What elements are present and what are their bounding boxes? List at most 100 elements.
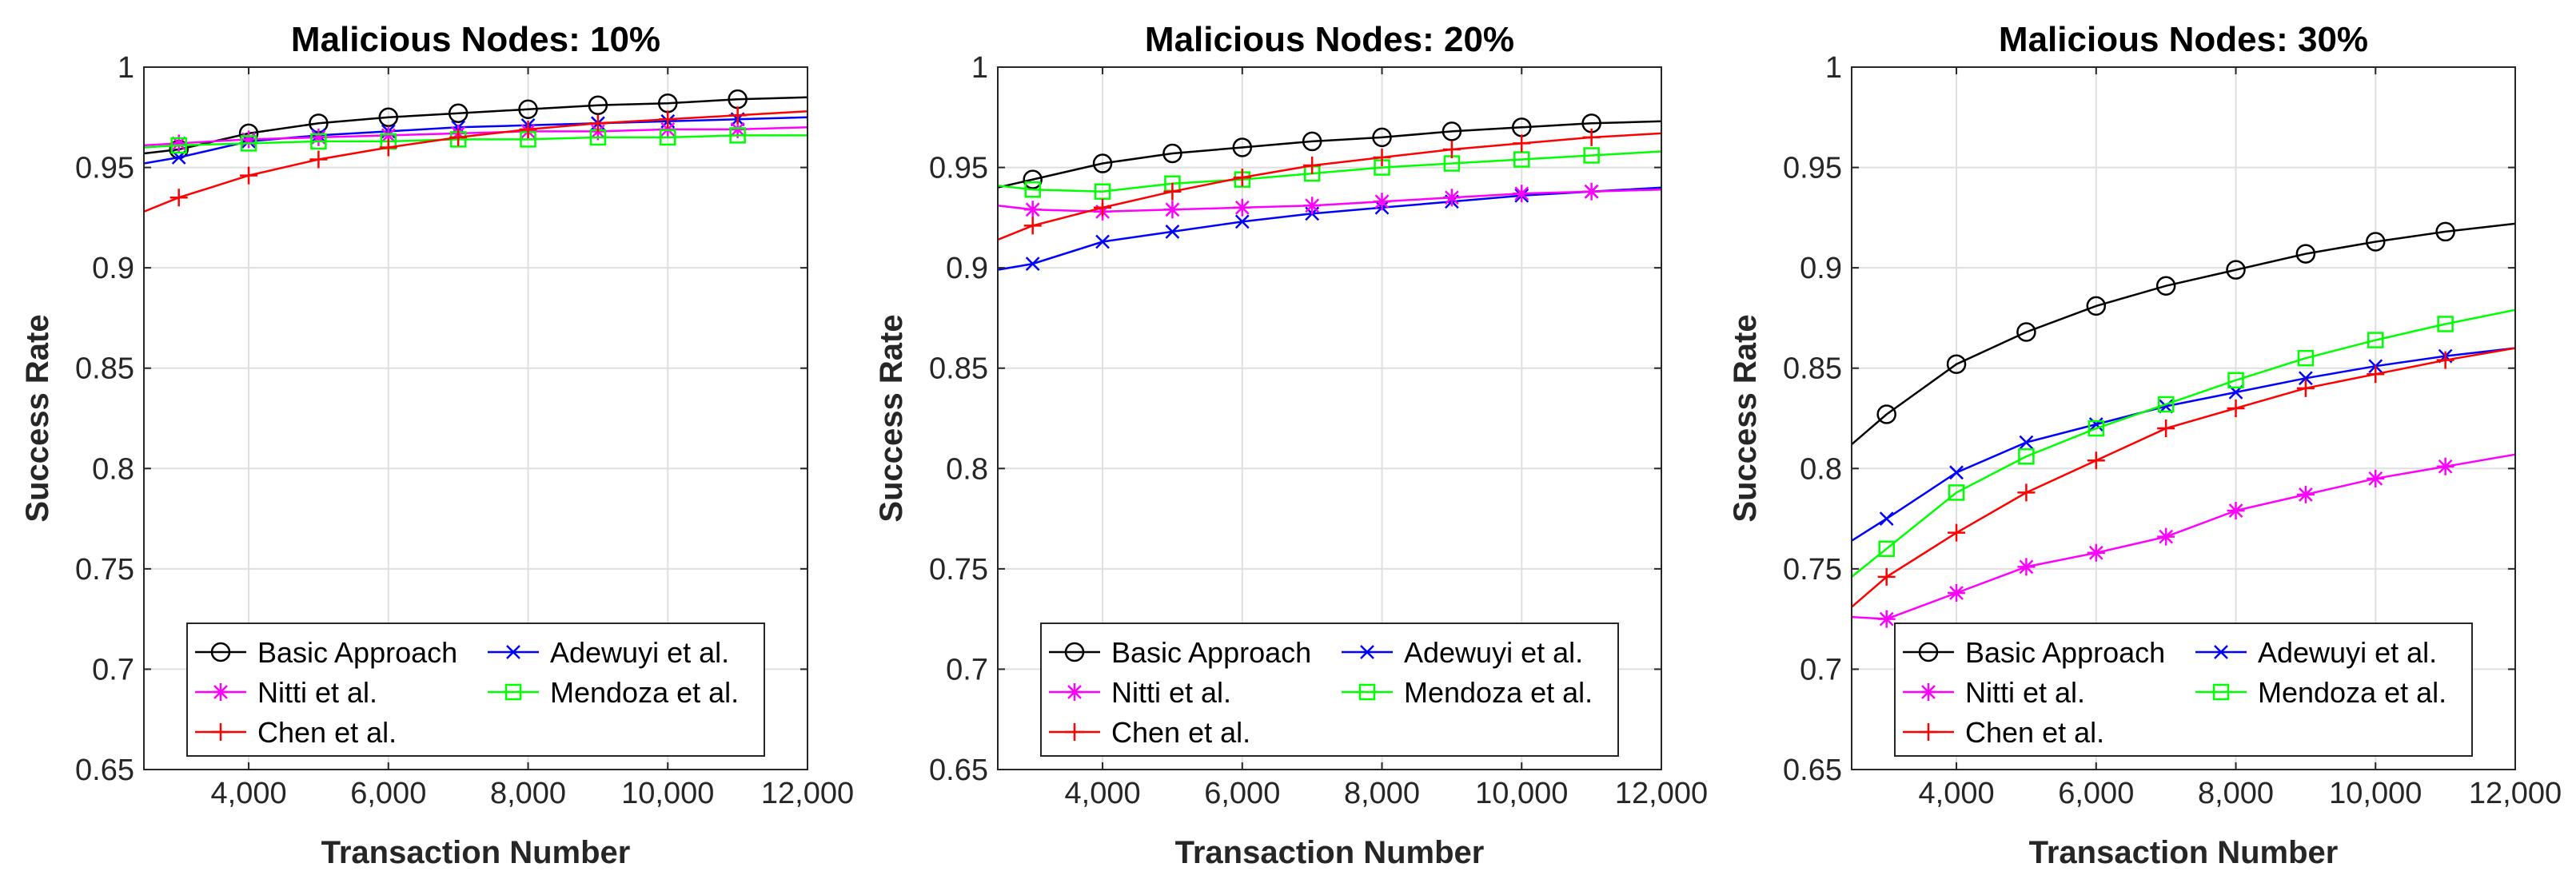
data-point-marker xyxy=(659,110,677,129)
data-point-marker xyxy=(378,107,399,128)
data-point-marker xyxy=(1025,257,1040,272)
data-point-marker xyxy=(1163,182,1182,201)
series-line xyxy=(144,96,807,155)
y-axis-label: Success Rate xyxy=(20,314,55,522)
data-point-marker xyxy=(2018,448,2035,465)
data-point-marker xyxy=(1232,137,1253,157)
data-point-marker xyxy=(2367,365,2385,384)
chart-panel: 0.65 0.7 0.75 0.8 0.85 0.9 0.95 1 4,000 6,000 8,00… xyxy=(1728,20,2562,870)
data-point-marker xyxy=(2155,276,2176,296)
data-point-marker xyxy=(169,134,188,153)
x-tick-label: 4,000 xyxy=(1919,777,1995,810)
data-point-marker xyxy=(2088,417,2103,432)
data-point-marker xyxy=(588,114,607,133)
data-point-marker xyxy=(309,128,328,146)
data-point-marker xyxy=(2436,351,2454,369)
data-point-marker xyxy=(2295,244,2316,264)
legend-label: Chen et al. xyxy=(257,716,397,749)
data-point-marker xyxy=(379,138,397,157)
y-tick-label: 0.65 xyxy=(929,754,988,787)
data-point-marker xyxy=(2366,232,2386,252)
chart-title: Malicious Nodes: 20% xyxy=(1145,20,1514,59)
data-point-marker xyxy=(1373,193,1391,211)
data-point-marker xyxy=(1877,610,1896,628)
data-point-marker xyxy=(2435,221,2455,242)
legend: Basic Approach Adewuyi et al. Nitti et al.… xyxy=(1894,623,2473,757)
legend-label: Basic Approach xyxy=(1111,636,1311,669)
data-point-marker xyxy=(1095,234,1110,249)
data-point-marker xyxy=(2086,296,2107,316)
data-point-marker xyxy=(1879,511,1894,526)
data-point-marker xyxy=(1513,185,1531,203)
data-point-marker xyxy=(1442,140,1461,158)
data-point-marker xyxy=(2296,379,2315,397)
data-point-marker xyxy=(2297,349,2315,367)
data-point-marker xyxy=(169,189,188,207)
data-point-marker xyxy=(1303,197,1322,215)
data-point-marker xyxy=(2226,260,2246,280)
data-point-marker xyxy=(1302,131,1322,152)
legend-label: Basic Approach xyxy=(1965,636,2165,669)
legend-marker xyxy=(210,642,231,662)
y-tick-label: 0.95 xyxy=(929,152,988,185)
legend-marker xyxy=(504,683,522,701)
data-point-marker xyxy=(2017,558,2036,576)
legend-label: Adewuyi et al. xyxy=(1404,636,1583,669)
data-point-marker xyxy=(2157,396,2175,413)
legend-label: Adewuyi et al. xyxy=(2258,636,2437,669)
data-point-marker xyxy=(1023,169,1043,189)
data-point-marker xyxy=(2157,527,2175,546)
legend-label: Nitti et al. xyxy=(1965,676,2085,709)
data-point-marker xyxy=(2019,435,2034,450)
x-tick-label: 4,000 xyxy=(211,777,287,810)
data-point-marker xyxy=(2296,485,2315,503)
axes-frame xyxy=(143,66,808,770)
legend-box xyxy=(186,623,765,757)
x-tick-label: 4,000 xyxy=(1065,777,1141,810)
legend-label: Nitti et al. xyxy=(257,676,377,709)
axes-frame xyxy=(1851,66,2516,770)
y-tick-label: 0.95 xyxy=(1783,152,1842,185)
data-point-marker xyxy=(1513,151,1530,168)
x-tick-label: 8,000 xyxy=(490,777,566,810)
x-tick-label: 6,000 xyxy=(2058,777,2134,810)
data-point-marker xyxy=(588,95,608,115)
data-point-marker xyxy=(1233,169,1251,187)
legend-marker xyxy=(1064,642,1085,662)
x-tick-label: 10,000 xyxy=(621,777,714,810)
data-point-marker xyxy=(1163,201,1182,219)
data-point-marker xyxy=(379,126,397,145)
y-tick-label: 0.9 xyxy=(946,252,988,285)
data-point-marker xyxy=(240,166,258,185)
data-point-marker xyxy=(2437,316,2454,332)
data-point-marker xyxy=(2367,332,2384,348)
data-point-marker xyxy=(728,120,747,138)
data-point-marker xyxy=(1023,217,1042,235)
y-tick-label: 0.85 xyxy=(75,352,134,386)
legend-marker xyxy=(212,723,229,741)
legend-marker xyxy=(1360,645,1374,659)
data-point-marker xyxy=(170,137,187,154)
data-point-marker xyxy=(2157,420,2175,438)
legend-label: Mendoza et al. xyxy=(1404,676,1593,709)
data-point-marker xyxy=(1165,225,1180,239)
y-tick-label: 0.7 xyxy=(946,653,988,686)
data-point-marker xyxy=(2299,371,2313,386)
chart-panel: 0.65 0.7 0.75 0.8 0.85 0.9 0.95 1 4,000 6,000 8,00… xyxy=(20,20,854,870)
legend-box xyxy=(1894,623,2473,757)
x-tick-label: 8,000 xyxy=(2198,777,2274,810)
legend-marker xyxy=(1918,642,1939,662)
y-tick-label: 0.65 xyxy=(75,754,134,787)
data-point-marker xyxy=(1948,484,1965,501)
legend-marker xyxy=(2214,645,2228,659)
y-tick-label: 1 xyxy=(118,51,134,85)
data-point-marker xyxy=(2436,457,2454,475)
data-point-marker xyxy=(1876,404,1896,424)
data-point-marker xyxy=(660,129,676,146)
y-tick-label: 0.7 xyxy=(1800,653,1842,686)
data-point-marker xyxy=(240,130,258,149)
data-point-marker xyxy=(1303,157,1322,175)
data-point-marker xyxy=(2227,399,2245,417)
data-point-marker xyxy=(1583,147,1600,164)
